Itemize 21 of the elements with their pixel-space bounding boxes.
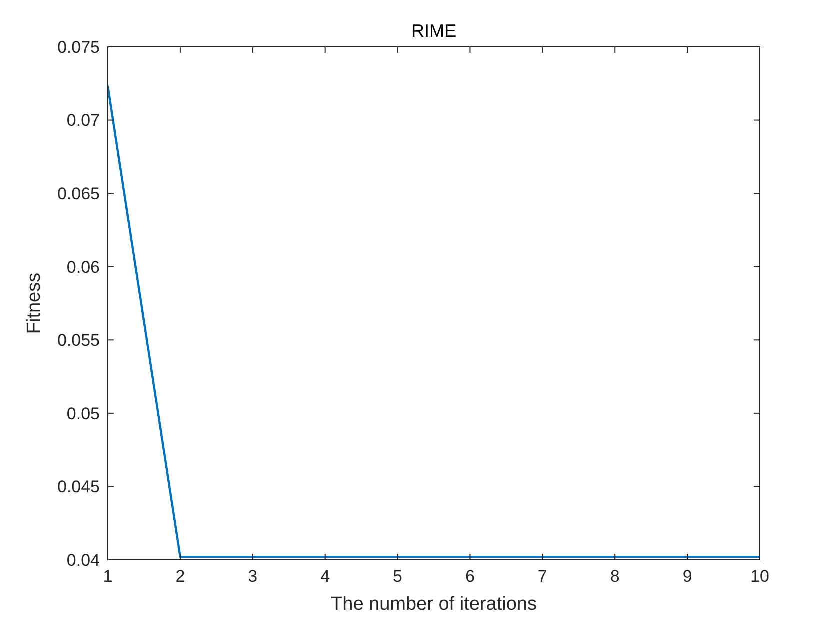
x-tick-label: 5 xyxy=(393,567,403,586)
x-tick-label: 1 xyxy=(103,567,113,586)
y-tick-label: 0.05 xyxy=(66,404,100,424)
x-tick-label: 4 xyxy=(320,567,330,586)
y-tick-label: 0.075 xyxy=(57,38,100,57)
y-tick-label: 0.06 xyxy=(66,258,100,277)
x-tick-label: 8 xyxy=(610,567,620,586)
x-tick-label: 7 xyxy=(538,567,548,586)
x-tick-label: 6 xyxy=(465,567,475,586)
y-tick-label: 0.055 xyxy=(57,331,100,350)
x-tick-label: 10 xyxy=(750,567,770,586)
x-axis-title: The number of iterations xyxy=(331,594,537,615)
y-tick-label: 0.04 xyxy=(66,550,100,570)
x-tick-label: 3 xyxy=(248,567,258,586)
x-tick-label: 9 xyxy=(682,567,692,586)
x-tick-label: 2 xyxy=(176,567,186,586)
chart-title: RIME xyxy=(412,21,456,41)
y-tick-label: 0.07 xyxy=(66,111,100,130)
y-axis-title: Fitness xyxy=(24,272,45,334)
y-tick-label: 0.045 xyxy=(57,478,100,497)
y-tick-label: 0.065 xyxy=(57,184,100,204)
